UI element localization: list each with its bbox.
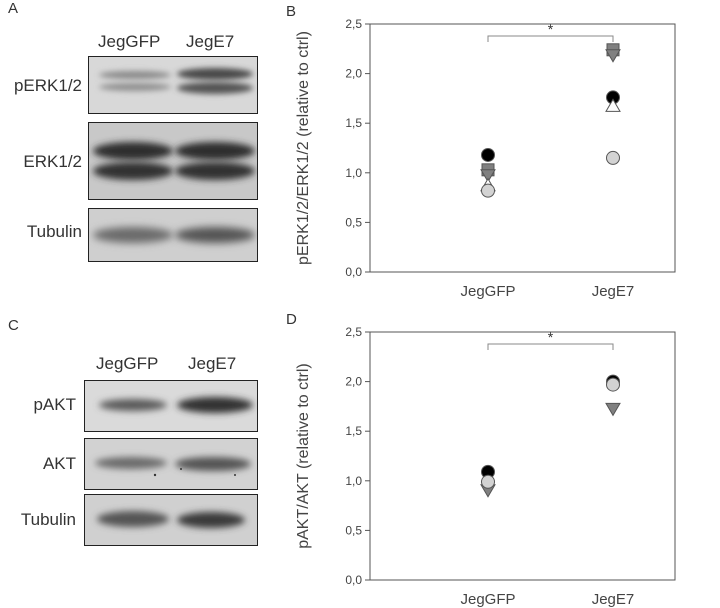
western-blot-erk <box>88 122 258 200</box>
significance-bracket <box>487 35 614 42</box>
significance-star: * <box>548 329 554 345</box>
western-blot-tubulin-a <box>88 208 258 262</box>
row-label-pakt: pAKT <box>33 395 76 414</box>
y-tick-label: 2,5 <box>345 17 362 31</box>
blot-bands-tubulin-a <box>89 209 257 261</box>
y-tick-label: 1,5 <box>345 424 362 438</box>
y-tick-label: 2,0 <box>345 375 362 389</box>
data-point <box>605 49 621 63</box>
blot-bands-erk <box>89 123 257 199</box>
western-blot-akt <box>84 438 258 490</box>
lane-label-jege7: JegE7 <box>186 32 235 51</box>
data-point <box>605 402 621 417</box>
row-label-tubulin-c: Tubulin <box>20 510 76 529</box>
scatter-chart-perk: B 0,0 0,5 1,0 1,5 2,0 2,5 pERK1/2/ERK1/2 (relat… <box>286 3 676 300</box>
y-axis-label: pAKT/AKT (relative to ctrl) <box>295 363 312 549</box>
y-tick-label: 1,0 <box>345 474 362 488</box>
data-point <box>605 98 621 112</box>
y-tick-label: 0,0 <box>345 265 362 279</box>
lane-label-jeggfp-c: JegGFP <box>96 354 159 373</box>
significance-bracket <box>487 343 614 350</box>
panel-letter: B <box>286 3 296 20</box>
data-point <box>481 147 495 162</box>
y-tick-label: 1,5 <box>345 116 362 130</box>
row-label-tubulin-a: Tubulin <box>26 222 82 241</box>
data-point <box>481 474 495 489</box>
row-label-erk: ERK1/2 <box>23 152 82 171</box>
panel-letter-a: A <box>8 0 19 17</box>
y-tick-label: 0,5 <box>345 215 362 229</box>
y-tick-label: 1,0 <box>345 166 362 180</box>
row-label-perk: pERK1/2 <box>13 76 82 95</box>
blot-bands-akt <box>85 439 257 489</box>
scatter-chart-pakt: D 0,0 0,5 1,0 1,5 2,0 2,5 pAKT/AKT (relative to… <box>286 311 676 608</box>
x-category-label: JegE7 <box>592 283 635 300</box>
western-blot-perk <box>88 56 258 114</box>
data-point <box>606 150 620 165</box>
lane-label-jeggfp: JegGFP <box>98 32 161 51</box>
blot-bands-pakt <box>85 381 257 431</box>
significance-star: * <box>548 21 554 37</box>
western-blot-tubulin-c <box>84 494 258 546</box>
y-tick-label: 2,5 <box>345 325 362 339</box>
blot-bands-perk <box>89 57 257 113</box>
panel-letter-c: C <box>8 317 19 334</box>
lane-label-jege7-c: JegE7 <box>188 354 237 373</box>
data-point <box>606 377 620 392</box>
x-category-label: JegGFP <box>460 591 515 608</box>
x-category-label: JegGFP <box>460 283 515 300</box>
y-tick-label: 2,0 <box>345 67 362 81</box>
data-point <box>480 169 496 183</box>
y-tick-label: 0,0 <box>345 573 362 587</box>
blot-bands-tubulin-c <box>85 495 257 545</box>
western-blot-pakt <box>84 380 258 432</box>
plot-frame <box>369 331 676 581</box>
data-point <box>481 183 495 198</box>
y-axis-label: pERK1/2/ERK1/2 (relative to ctrl) <box>295 31 312 265</box>
row-label-akt: AKT <box>42 454 76 473</box>
panel-letter: D <box>286 311 297 328</box>
x-category-label: JegE7 <box>592 591 635 608</box>
plot-frame <box>369 23 676 273</box>
y-tick-label: 0,5 <box>345 523 362 537</box>
